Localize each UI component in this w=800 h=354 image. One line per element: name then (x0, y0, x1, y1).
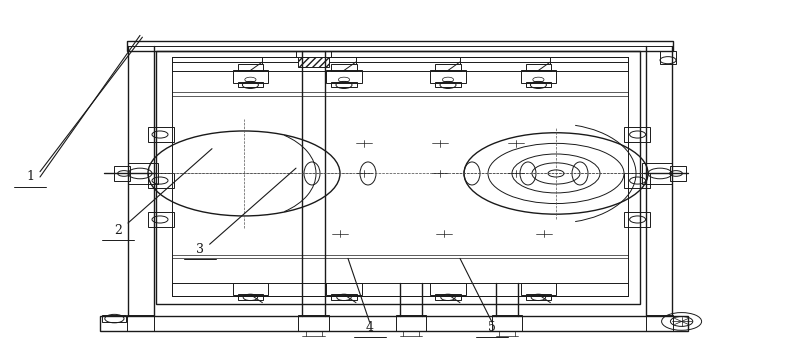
Bar (526, 82, 551, 87)
Bar (526, 64, 551, 71)
Text: 2: 2 (114, 224, 122, 236)
Text: 4: 4 (366, 321, 374, 334)
Bar (233, 70, 268, 83)
Bar (331, 294, 357, 300)
Bar (435, 294, 461, 300)
Bar (172, 57, 628, 71)
Bar (233, 283, 268, 295)
Bar (238, 82, 263, 87)
Bar (296, 51, 331, 57)
Text: 5: 5 (488, 321, 496, 334)
Bar (646, 315, 673, 331)
Bar (172, 57, 628, 296)
Bar (492, 315, 522, 331)
Bar (326, 283, 362, 295)
Bar (238, 294, 263, 300)
Bar (326, 70, 362, 83)
Bar (298, 57, 329, 67)
Bar (624, 173, 650, 188)
Bar (521, 283, 556, 295)
Bar (172, 283, 628, 296)
Bar (670, 166, 686, 181)
Bar (396, 315, 426, 331)
Bar (526, 294, 551, 300)
Bar (331, 64, 357, 71)
Bar (435, 64, 461, 71)
Bar (430, 70, 466, 83)
Text: 3: 3 (196, 243, 204, 256)
Bar (128, 163, 158, 184)
Bar (521, 70, 556, 83)
Bar (148, 127, 174, 142)
Bar (127, 41, 673, 51)
Bar (660, 51, 676, 64)
Bar (642, 163, 672, 184)
Bar (156, 51, 640, 304)
Bar (238, 64, 263, 71)
Bar (298, 315, 329, 331)
Bar (114, 166, 130, 181)
Text: 1: 1 (26, 171, 34, 183)
Bar (624, 212, 650, 227)
Bar (331, 82, 357, 87)
Bar (148, 173, 174, 188)
Bar (148, 212, 174, 227)
Bar (435, 82, 461, 87)
Bar (127, 315, 154, 331)
Bar (172, 57, 628, 62)
Bar (624, 127, 650, 142)
Bar (430, 283, 466, 295)
Bar (127, 41, 673, 46)
Bar (102, 315, 126, 322)
Bar (100, 316, 688, 331)
